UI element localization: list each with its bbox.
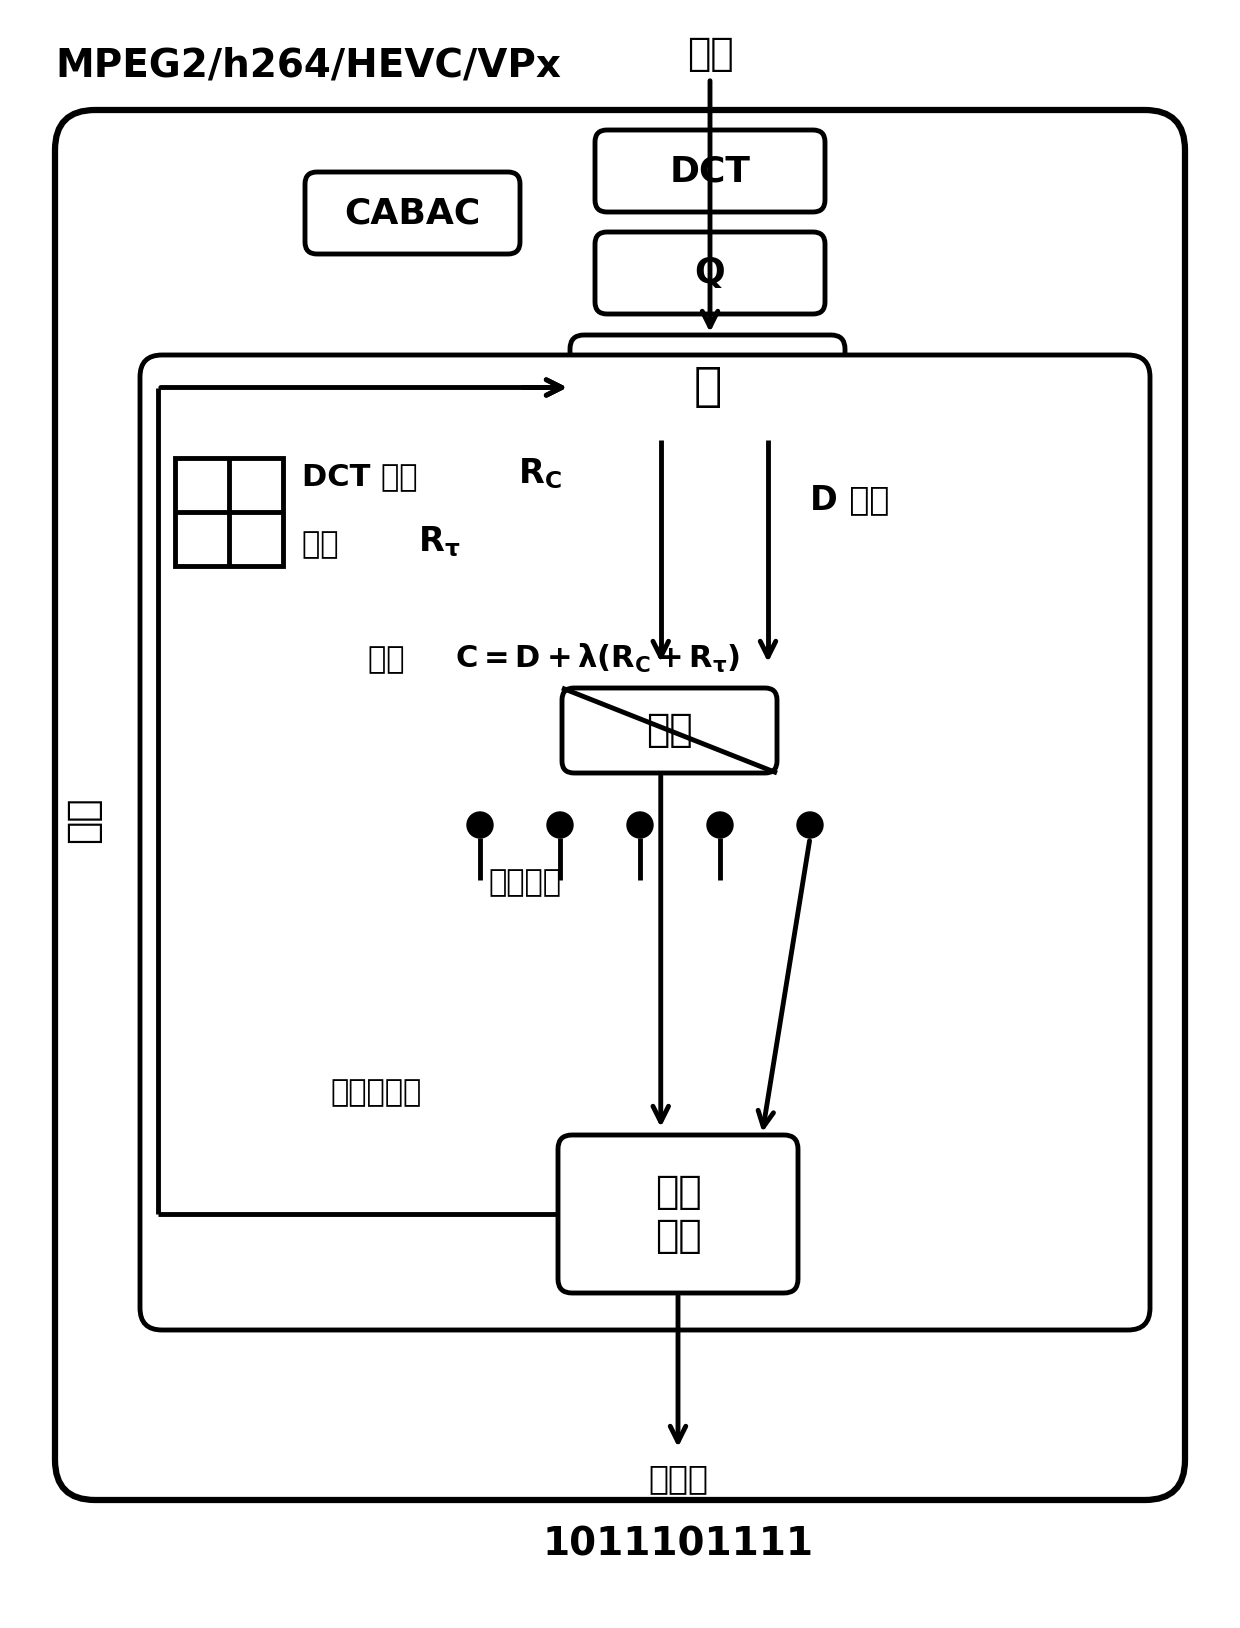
Circle shape bbox=[797, 812, 823, 838]
Text: Q: Q bbox=[694, 256, 725, 290]
Text: 编码模式: 编码模式 bbox=[489, 868, 560, 897]
Text: 已编
码块: 已编 码块 bbox=[655, 1174, 702, 1255]
FancyBboxPatch shape bbox=[558, 1135, 799, 1293]
FancyBboxPatch shape bbox=[570, 335, 844, 440]
Circle shape bbox=[707, 812, 733, 838]
Text: 比特流: 比特流 bbox=[649, 1462, 708, 1495]
FancyBboxPatch shape bbox=[55, 111, 1185, 1499]
Text: 成本: 成本 bbox=[368, 645, 415, 674]
Text: 块: 块 bbox=[693, 365, 722, 410]
Text: D 失真: D 失真 bbox=[810, 484, 889, 516]
Text: DCT: DCT bbox=[670, 155, 750, 187]
Text: 1011101111: 1011101111 bbox=[543, 1525, 813, 1563]
Text: 最小: 最小 bbox=[646, 711, 693, 749]
Circle shape bbox=[627, 812, 653, 838]
FancyBboxPatch shape bbox=[595, 233, 825, 314]
FancyBboxPatch shape bbox=[562, 689, 777, 773]
Text: DCT 系数: DCT 系数 bbox=[303, 462, 439, 492]
Text: MPEG2/h264/HEVC/VPx: MPEG2/h264/HEVC/VPx bbox=[55, 47, 560, 85]
Text: CABAC: CABAC bbox=[345, 195, 481, 230]
FancyBboxPatch shape bbox=[305, 173, 520, 254]
Bar bbox=[175, 457, 283, 567]
Text: 视频: 视频 bbox=[687, 34, 733, 73]
Text: $\mathbf{C=D+\lambda(R_C+R_\tau)}$: $\mathbf{C=D+\lambda(R_C+R_\tau)}$ bbox=[455, 641, 740, 674]
Text: 拓扑: 拓扑 bbox=[303, 531, 360, 560]
Text: $\mathbf{R_C}$: $\mathbf{R_C}$ bbox=[518, 456, 562, 492]
FancyBboxPatch shape bbox=[595, 130, 825, 212]
FancyBboxPatch shape bbox=[140, 355, 1149, 1330]
Circle shape bbox=[547, 812, 573, 838]
Circle shape bbox=[467, 812, 494, 838]
Text: $\mathbf{R_\tau}$: $\mathbf{R_\tau}$ bbox=[418, 524, 460, 560]
Text: 后置滤波器: 后置滤波器 bbox=[330, 1078, 422, 1107]
Text: 预测: 预测 bbox=[64, 796, 102, 843]
